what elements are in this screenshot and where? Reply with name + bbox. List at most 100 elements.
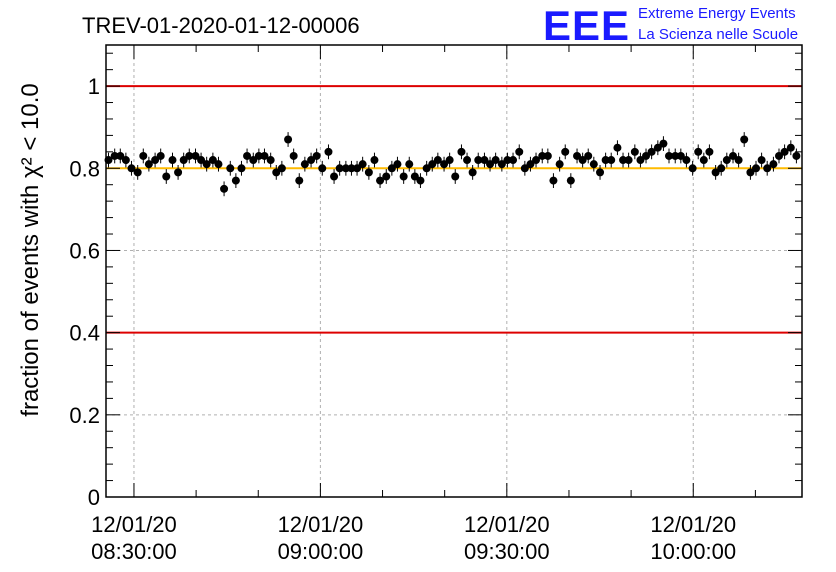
- data-point: [330, 172, 339, 181]
- data-point: [416, 176, 425, 185]
- data-point: [364, 168, 373, 177]
- data-point: [295, 176, 304, 185]
- data-point: [752, 164, 761, 173]
- logo-line-1: Extreme Energy Events: [638, 5, 796, 22]
- data-point: [561, 147, 570, 156]
- data-point: [341, 164, 350, 173]
- data-point: [659, 139, 668, 148]
- data-point: [191, 151, 200, 160]
- data-point: [642, 151, 651, 160]
- data-point: [694, 147, 703, 156]
- data-point: [671, 151, 680, 160]
- data-point: [647, 147, 656, 156]
- logo-mark: EEE: [543, 2, 630, 49]
- data-point: [786, 143, 795, 152]
- data-point: [260, 151, 269, 160]
- data-point: [254, 151, 263, 160]
- x-tick-label-time: 09:00:00: [278, 539, 364, 564]
- data-point: [607, 156, 616, 165]
- data-point: [532, 156, 541, 165]
- data-point: [358, 160, 367, 169]
- data-point: [249, 156, 258, 165]
- data-point: [353, 164, 362, 173]
- data-point: [792, 151, 801, 160]
- data-point: [168, 156, 177, 165]
- data-point: [509, 156, 518, 165]
- data-point: [393, 160, 402, 169]
- data-point: [711, 168, 720, 177]
- data-point: [549, 176, 558, 185]
- data-point: [757, 156, 766, 165]
- data-point: [410, 172, 419, 181]
- data-point: [162, 172, 171, 181]
- data-point: [480, 156, 489, 165]
- data-point: [307, 156, 316, 165]
- data-point: [619, 156, 628, 165]
- data-point: [538, 151, 547, 160]
- data-point: [231, 176, 240, 185]
- data-point: [682, 156, 691, 165]
- data-point: [220, 184, 229, 193]
- data-point: [197, 156, 206, 165]
- data-point: [116, 151, 125, 160]
- data-point: [202, 160, 211, 169]
- data-point: [722, 156, 731, 165]
- y-tick-label: 0: [88, 485, 100, 510]
- data-point: [318, 164, 327, 173]
- logo-line-2: La Scienza nelle Scuole: [638, 26, 798, 43]
- data-point: [699, 156, 708, 165]
- data-point: [520, 164, 529, 173]
- data-point: [347, 164, 356, 173]
- grid: [106, 45, 802, 497]
- data-point: [226, 164, 235, 173]
- data-point: [584, 151, 593, 160]
- data-point: [127, 164, 136, 173]
- plot-frame: [105, 44, 803, 498]
- data-point: [405, 160, 414, 169]
- data-point: [433, 156, 442, 165]
- chart-title: TREV-01-2020-01-12-00006: [82, 13, 360, 38]
- data-point: [399, 172, 408, 181]
- data-point: [370, 156, 379, 165]
- data-point: [601, 156, 610, 165]
- data-point: [428, 160, 437, 169]
- data-point: [780, 147, 789, 156]
- data-points: [104, 132, 801, 197]
- data-point: [208, 156, 217, 165]
- data-point: [763, 164, 772, 173]
- reference-lines: [106, 85, 802, 334]
- data-point: [237, 164, 246, 173]
- data-point: [457, 147, 466, 156]
- data-point: [589, 160, 598, 169]
- data-point: [468, 168, 477, 177]
- y-tick-label: 0.4: [69, 321, 100, 346]
- data-point: [451, 172, 460, 181]
- data-point: [300, 160, 309, 169]
- data-point: [110, 151, 119, 160]
- data-point: [624, 156, 633, 165]
- y-axis-label: fraction of events with χ² < 10.0: [17, 83, 44, 416]
- data-point: [596, 168, 605, 177]
- data-point: [515, 147, 524, 156]
- y-tick-label: 0.6: [69, 238, 100, 263]
- data-point: [121, 156, 130, 165]
- y-tick-label: 1: [88, 74, 100, 99]
- data-point: [613, 143, 622, 152]
- data-point: [636, 156, 645, 165]
- data-point: [688, 164, 697, 173]
- data-point: [705, 147, 714, 156]
- data-point: [676, 151, 685, 160]
- data-point: [445, 156, 454, 165]
- x-tick-label-date: 12/01/20: [91, 512, 177, 537]
- data-point: [653, 143, 662, 152]
- data-point: [497, 160, 506, 169]
- data-point: [324, 147, 333, 156]
- data-point: [139, 151, 148, 160]
- data-point: [555, 160, 564, 169]
- data-point: [491, 156, 500, 165]
- eee-logo: EEE Extreme Energy Events La Scienza nel…: [543, 2, 798, 49]
- x-tick-label-date: 12/01/20: [650, 512, 736, 537]
- data-point: [422, 164, 431, 173]
- data-point: [284, 135, 293, 144]
